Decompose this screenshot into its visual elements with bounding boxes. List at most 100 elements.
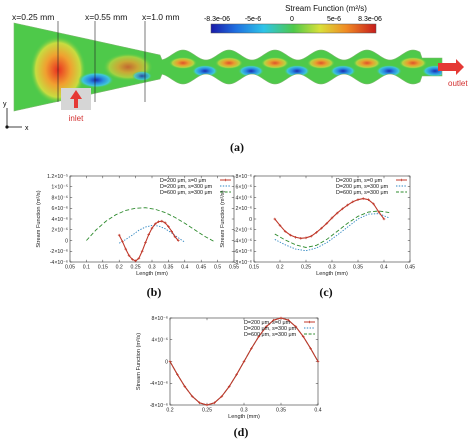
data-point	[377, 210, 381, 214]
x-tick-label: 0.15	[98, 265, 108, 271]
legend-label: D=200 μm, s=300 μm	[336, 184, 389, 190]
data-point	[124, 247, 128, 251]
x-tick-label: 0.5	[214, 265, 221, 271]
legend-marker	[224, 178, 227, 182]
data-point	[140, 249, 144, 253]
legend-marker	[400, 178, 403, 182]
colorbar-tick: 8.3e-06	[358, 16, 382, 23]
data-point	[341, 207, 344, 211]
data-point	[134, 259, 137, 263]
y-tick-label: 2×10⁻⁶	[235, 206, 252, 212]
data-point	[147, 233, 151, 236]
data-point	[382, 217, 386, 221]
colorbar-tick: -5e-6	[245, 16, 261, 23]
colorbar-title: Stream Function (m²/s)	[285, 4, 367, 13]
data-point	[299, 237, 303, 240]
legend-label: D=200 μm, s=300 μm	[244, 326, 297, 332]
y-tick-label: 8×10⁻⁶	[51, 195, 68, 201]
inlet-arrow-icon	[70, 90, 82, 108]
y-tick-label: -4×10⁻⁶	[234, 238, 252, 244]
field-blob-positive	[353, 57, 381, 69]
field-blob-positive	[215, 57, 243, 69]
data-point	[153, 222, 157, 226]
data-point	[183, 385, 187, 388]
legend-marker	[308, 320, 311, 324]
y-tick-label: -2×10⁻⁶	[50, 249, 68, 255]
y-tick-label: 6×10⁻⁶	[235, 185, 252, 191]
series-line-3	[274, 210, 390, 248]
y-tick-label: -4×10⁻⁶	[50, 260, 68, 266]
colorbar-tick: 5e-6	[327, 16, 341, 23]
field-blob-negative	[238, 65, 264, 77]
data-point	[157, 220, 160, 223]
data-point	[309, 347, 312, 350]
legend-label: D=200 μm, s=300 μm	[160, 184, 213, 190]
field-blob-positive	[307, 57, 335, 69]
x-tick-label: 0.25	[202, 408, 212, 414]
x-tick-label: 0.4	[181, 265, 188, 271]
data-point	[257, 335, 261, 338]
y-tick-label: -2×10⁻⁶	[234, 228, 252, 234]
legend-label: D=200 μm, s=0 μm	[336, 178, 383, 184]
data-point	[264, 325, 268, 328]
data-point	[294, 325, 298, 328]
data-point	[117, 233, 121, 237]
x-axis-title: Length (mm)	[316, 271, 348, 277]
x-tick-label: 0.45	[196, 265, 206, 271]
x-tick-label: 0.55	[229, 265, 239, 271]
series-line-3	[86, 207, 215, 242]
y-tick-label: 1×10⁻⁵	[51, 185, 68, 191]
outlet-label: outlet	[448, 79, 468, 88]
y-tick-label: 0	[249, 217, 252, 223]
marker-label: x=0.55 mm	[85, 12, 127, 22]
field-blob-positive	[261, 57, 289, 69]
x-axis-title: Length (mm)	[136, 271, 168, 277]
data-point	[170, 230, 173, 233]
y-tick-label: -8×10⁻⁶	[150, 403, 168, 409]
data-point	[160, 219, 164, 223]
field-blob-positive	[399, 57, 427, 69]
x-tick-label: 0.4	[314, 408, 321, 414]
panel-label-d: (d)	[234, 425, 249, 439]
data-point	[220, 395, 224, 398]
data-point	[316, 360, 320, 363]
field-blob-negative	[376, 65, 402, 77]
y-tick-label: -8×10⁻⁶	[234, 260, 252, 266]
data-point	[301, 335, 305, 338]
marker-label: x=0.25 mm	[12, 12, 54, 22]
legend-label: D=600 μm, s=300 μm	[160, 190, 213, 196]
data-point	[287, 318, 290, 322]
field-blob-positive	[169, 57, 197, 69]
data-point	[213, 401, 216, 405]
data-point	[163, 221, 167, 225]
y-tick-label: 4×10⁻⁶	[151, 338, 168, 344]
data-point	[144, 241, 147, 244]
axis-y-label: y	[3, 101, 7, 108]
field-blob-negative	[330, 65, 356, 77]
data-point	[283, 230, 287, 233]
y-tick-label: -4×10⁻⁶	[150, 381, 168, 387]
data-point	[127, 254, 131, 257]
data-point	[273, 217, 277, 221]
chart-b: 0.05 0.1 0.15 0.2 0.25 0.3 0.35 0.4 0.45 0.5 0.55 -…	[36, 174, 239, 277]
inlet-label: inlet	[69, 114, 84, 123]
data-point	[309, 234, 313, 238]
series-line-2	[274, 213, 390, 252]
y-tick-label: 6×10⁻⁶	[51, 206, 68, 212]
x-tick-label: 0.2	[116, 265, 123, 271]
y-tick-label: 1.2×10⁻⁵	[47, 174, 68, 180]
data-point	[372, 202, 375, 206]
data-point	[330, 216, 334, 220]
panel-label-b: (b)	[147, 285, 162, 299]
x-tick-label: 0.4	[380, 265, 387, 271]
y-tick-label: 8×10⁻⁶	[151, 316, 168, 322]
colorbar	[210, 23, 377, 34]
x-tick-label: 0.25	[301, 265, 311, 271]
y-tick-label: 4×10⁻⁶	[235, 195, 252, 201]
y-axis-title: Stream Function (m²/s)	[220, 190, 226, 247]
legend-label: D=200 μm, s=0 μm	[160, 178, 207, 184]
data-point	[176, 373, 179, 376]
y-tick-label: 2×10⁻⁶	[51, 228, 68, 234]
data-point	[294, 235, 297, 239]
x-tick-label: 0.3	[240, 408, 247, 414]
